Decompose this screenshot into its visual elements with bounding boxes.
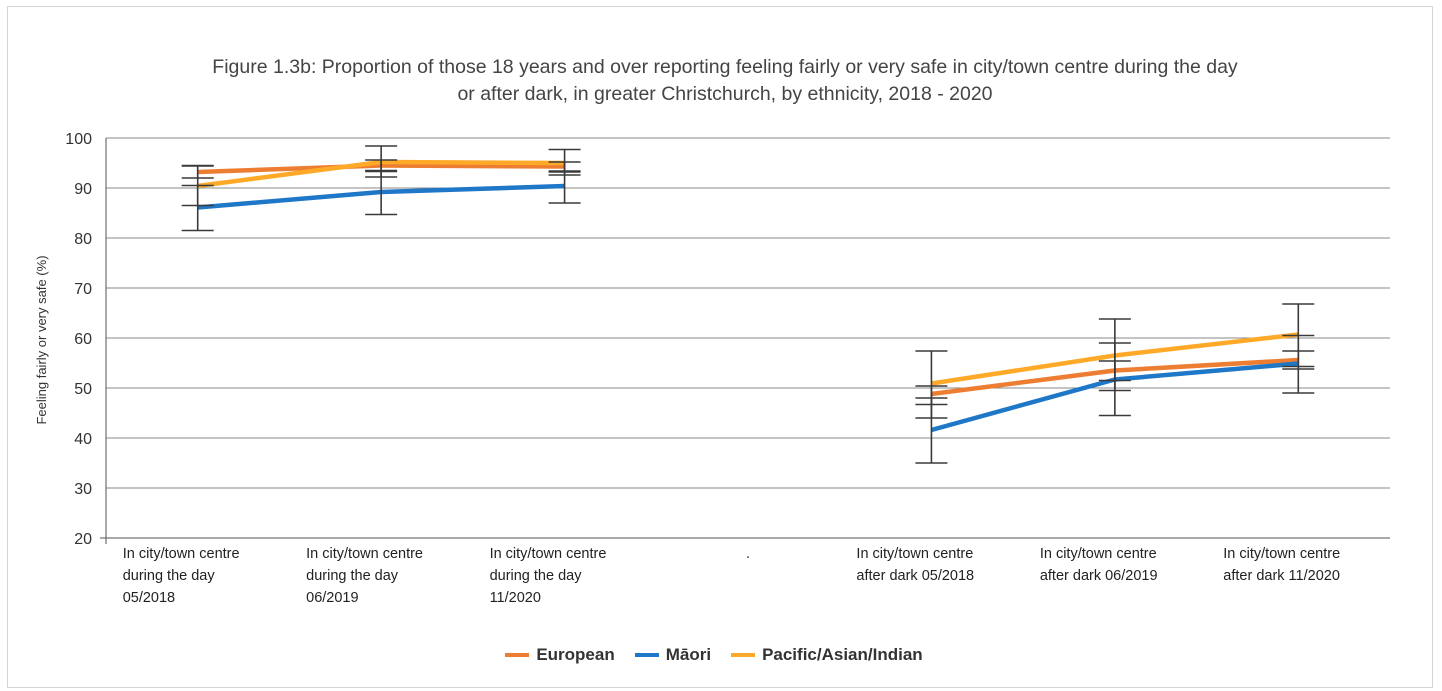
y-tick-label: 30 (74, 481, 92, 498)
x-tick-label: In city/town centre after dark 05/2018 (856, 546, 974, 584)
error-bar (365, 145, 398, 178)
x-tick-label: In city/town centre during the day 05/2018 (123, 546, 240, 606)
series-lines (197, 159, 1299, 433)
chart-title-line-1: Figure 1.3b: Proportion of those 18 year… (212, 56, 1238, 78)
y-tick-label: 90 (74, 181, 92, 198)
y-tick-label: 70 (74, 281, 92, 298)
chart-title-line-2: or after dark, in greater Christchurch, … (457, 83, 993, 105)
y-tick-label: 40 (74, 431, 92, 448)
error-bar (1282, 303, 1315, 368)
x-tick-label: In city/town centre during the day 11/2020 (490, 546, 607, 606)
legend: European Māori Pacific/Asian/Indian (0, 642, 1428, 665)
legend-item: Māori (634, 645, 712, 665)
legend-label: Pacific/Asian/Indian (762, 645, 923, 664)
legend-item: Pacific/Asian/Indian (731, 645, 923, 665)
error-bar (548, 148, 581, 176)
x-tick-label: In city/town centre after dark 11/2020 (1223, 546, 1340, 584)
legend-item: European (505, 645, 615, 665)
x-tick-label: In city/town centre after dark 06/2019 (1040, 546, 1158, 584)
y-tick-labels: 20 30 40 50 60 70 80 90 100 (65, 131, 92, 548)
y-tick-label: 60 (74, 331, 92, 348)
gridlines (106, 137, 1390, 539)
chart-title: Figure 1.3b: Proportion of those 18 year… (0, 54, 1442, 108)
y-tick-label: 20 (74, 531, 92, 548)
legend-label: Māori (665, 645, 712, 664)
axes (100, 138, 107, 544)
error-bars (181, 145, 1315, 464)
legend-swatch (634, 653, 659, 657)
x-tick-labels: In city/town centre during the day 05/2018… (123, 546, 1340, 606)
error-bar (915, 350, 948, 419)
y-tick-label: 80 (74, 231, 92, 248)
error-bar (1098, 318, 1131, 392)
y-axis-label: Feeling fairly or very safe (%) (34, 255, 49, 424)
x-tick-label: In city/town centre during the day 06/2019 (306, 546, 423, 606)
error-bar (181, 164, 214, 207)
legend-swatch (731, 653, 756, 657)
y-tick-label: 100 (65, 131, 92, 148)
y-tick-label: 50 (74, 381, 92, 398)
legend-swatch (505, 653, 530, 657)
x-tick-label: . (746, 546, 750, 562)
legend-label: European (536, 645, 615, 664)
